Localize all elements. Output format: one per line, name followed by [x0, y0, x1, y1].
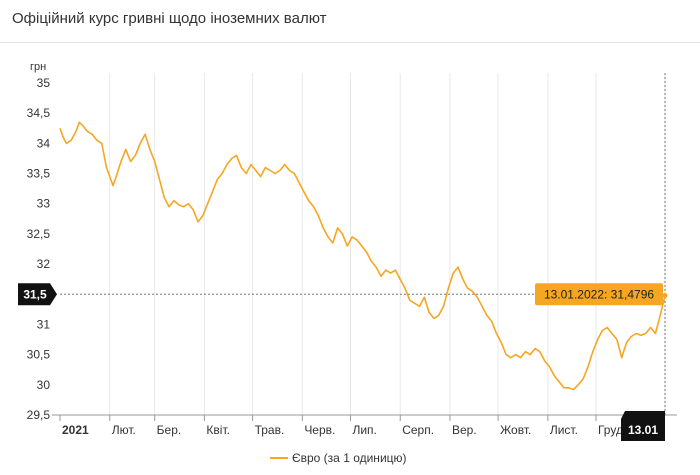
x-tick-label: Квіт.	[206, 423, 230, 437]
x-tick-label: 2021	[62, 423, 89, 437]
y-tick-label: 31	[37, 317, 51, 331]
crosshair-x-badge: 13.01	[621, 411, 665, 441]
y-axis: грн 35 34,5 34 33,5 33 32,5 32 31 30,5 30 29,5	[27, 61, 51, 422]
crosshair-y-badge-background	[18, 283, 57, 306]
x-tick-label: Серп.	[402, 423, 434, 437]
y-axis-unit-label: грн	[30, 61, 46, 73]
page-title: Офіційний курс гривні щодо іноземних вал…	[12, 10, 327, 27]
series-line-euro[interactable]	[59, 121, 666, 391]
y-tick-label: 29,5	[27, 408, 51, 422]
y-tick-label: 34,5	[27, 106, 51, 120]
x-tick-label: Вер.	[452, 423, 477, 437]
vertical-gridlines	[109, 73, 666, 415]
legend[interactable]: Євро (за 1 одиницю)	[270, 451, 407, 465]
y-tick-label: 32,5	[27, 227, 51, 241]
y-tick-label: 33	[37, 197, 51, 211]
tooltip-background	[535, 283, 663, 306]
x-tick-label: Лют.	[112, 423, 136, 437]
x-tick-label: Жовт.	[500, 423, 531, 437]
tooltip-text: 13.01.2022: 31,4796	[544, 287, 654, 301]
y-tick-label: 30	[37, 378, 51, 392]
y-tick-label: 35	[37, 76, 51, 90]
y-tick-label: 30,5	[27, 348, 51, 362]
x-tick-label: Бер.	[157, 423, 182, 437]
crosshair-y-badge: 31,5	[18, 283, 57, 306]
crosshair-x-badge-background	[621, 411, 665, 441]
x-tick-label: Лип.	[352, 423, 376, 437]
crosshair-y-value: 31,5	[23, 287, 47, 301]
title-divider	[0, 42, 700, 43]
y-tick-label: 33,5	[27, 167, 51, 181]
x-tick-label: Черв.	[304, 423, 335, 437]
y-tick-label: 32	[37, 257, 51, 271]
x-axis: 2021 Лют. Бер. Квіт. Трав. Черв. Лип. Серп. Вер.…	[59, 415, 626, 437]
legend-label-euro[interactable]: Євро (за 1 одиницю)	[292, 451, 407, 465]
tooltip: 13.01.2022: 31,4796	[535, 283, 663, 306]
x-tick-label: Трав.	[255, 423, 285, 437]
hover-point-marker[interactable]	[662, 292, 668, 298]
x-tick-label: Лист.	[550, 423, 578, 437]
x-tick-label: Груд.	[598, 423, 626, 437]
crosshair-x-value: 13.01	[628, 423, 658, 437]
y-tick-label: 34	[37, 136, 51, 150]
